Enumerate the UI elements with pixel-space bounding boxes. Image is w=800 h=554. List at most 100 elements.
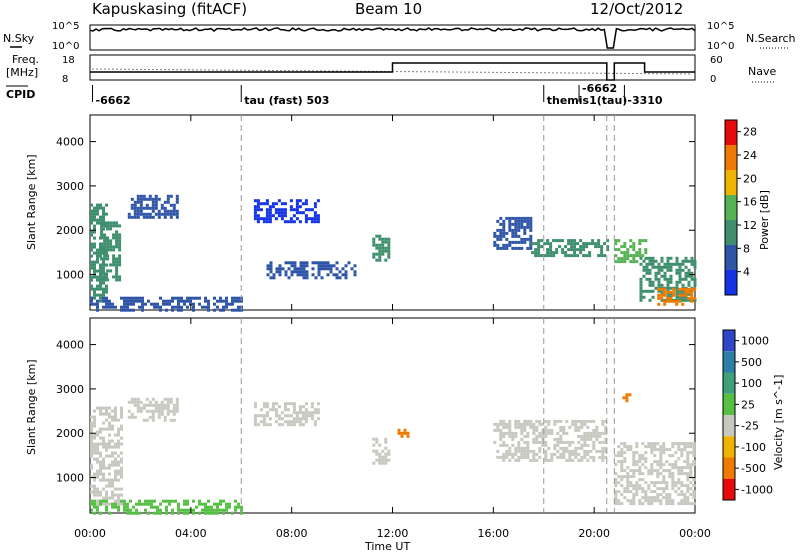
data-cell [626, 475, 630, 479]
data-cell [614, 481, 618, 485]
data-cell [180, 299, 183, 303]
data-cell [108, 466, 111, 470]
data-cell [614, 242, 618, 246]
x-tick-label: 04:00 [175, 527, 207, 540]
data-cell [559, 437, 563, 441]
data-cell [601, 458, 605, 462]
data-cell [148, 415, 152, 419]
data-cell [310, 417, 314, 421]
data-cell [135, 299, 138, 303]
data-cell [292, 220, 296, 224]
data-cell [111, 463, 114, 467]
data-cell [592, 446, 596, 450]
data-cell [496, 219, 500, 223]
data-cell [216, 299, 219, 303]
data-cell [517, 422, 521, 426]
data-cell [580, 443, 584, 447]
data-cell [623, 475, 627, 479]
data-cell [669, 290, 673, 294]
data-cell [639, 292, 643, 296]
data-cell [541, 440, 545, 444]
data-cell [387, 449, 391, 453]
data-cell [157, 403, 161, 407]
colorbar-segment [723, 330, 735, 352]
data-cell [514, 234, 518, 238]
data-cell [598, 431, 602, 435]
data-cell [169, 418, 173, 422]
data-cell [547, 446, 551, 450]
data-cell [573, 251, 577, 255]
data-cell [93, 472, 96, 476]
data-cell [132, 308, 135, 312]
data-cell [133, 215, 137, 219]
time-axis-ticks: 00:00 04:00 08:00 12:00 16:00 20:00 00:00 [74, 115, 711, 540]
data-cell [660, 296, 664, 300]
data-cell [96, 203, 99, 207]
data-cell [93, 511, 96, 515]
data-cell [171, 308, 174, 312]
data-cell [387, 243, 391, 247]
data-cell [526, 246, 530, 250]
data-cell [502, 243, 506, 247]
data-cell [135, 511, 138, 515]
data-cell [381, 246, 385, 250]
data-cell [585, 245, 589, 249]
data-cell [126, 308, 129, 312]
data-cell [493, 428, 497, 432]
data-cell [186, 511, 189, 515]
data-cell [574, 446, 578, 450]
data-cell [277, 423, 281, 427]
x-tick-label: 00:00 [74, 527, 106, 540]
data-cell [600, 254, 604, 258]
data-cell [538, 455, 542, 459]
data-cell [115, 233, 119, 237]
data-cell [118, 239, 122, 243]
data-cell [644, 490, 648, 494]
data-cell [614, 472, 618, 476]
data-cell [105, 299, 108, 303]
data-cell [114, 415, 117, 419]
data-cell [99, 490, 102, 494]
data-cell [574, 449, 578, 453]
data-cell [96, 508, 99, 512]
data-cell [647, 484, 651, 488]
data-region [127, 397, 179, 422]
data-cell [617, 475, 621, 479]
data-cell [90, 230, 93, 234]
data-cell [561, 239, 565, 243]
data-cell [132, 299, 135, 303]
data-cell [286, 420, 290, 424]
data-cell [96, 275, 99, 279]
data-cell [614, 454, 618, 458]
data-cell [118, 224, 122, 228]
data-cell [684, 256, 688, 260]
data-cell [289, 220, 293, 224]
data-cell [639, 283, 643, 287]
data-cell [687, 259, 691, 263]
data-cell [672, 299, 676, 303]
data-cell [666, 280, 670, 284]
data-cell [384, 440, 388, 444]
cpid-events: -6662 tau (fast) 503 themis1(tau)-6662-331… [92, 82, 663, 107]
data-cell [93, 499, 96, 503]
data-cell [378, 255, 382, 259]
data-cell [532, 425, 536, 429]
data-cell [118, 263, 122, 267]
data-region [90, 406, 123, 506]
data-cell [93, 490, 96, 494]
data-cell [641, 454, 645, 458]
data-cell [150, 502, 153, 506]
data-cell [690, 277, 694, 281]
data-cell [136, 209, 140, 213]
data-cell [169, 397, 173, 401]
data-cell [686, 454, 690, 458]
data-cell [277, 214, 281, 218]
data-cell [96, 475, 99, 479]
data-cell [169, 409, 173, 413]
data-cell [586, 437, 590, 441]
data-cell [517, 449, 521, 453]
data-cell [659, 499, 663, 503]
data-cell [520, 225, 524, 229]
data-cell [604, 446, 608, 450]
data-cell [277, 208, 281, 212]
